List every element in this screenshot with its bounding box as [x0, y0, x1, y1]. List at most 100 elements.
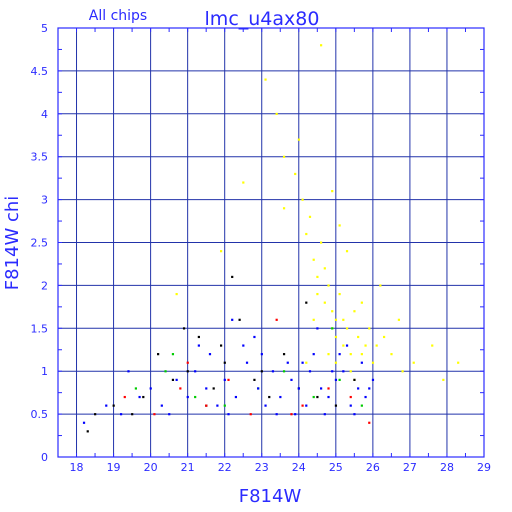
data-point [282, 370, 286, 373]
data-point [345, 344, 349, 347]
data-point [227, 378, 230, 381]
data-point [353, 413, 356, 416]
data-point [271, 370, 275, 373]
plot-frame [57, 27, 485, 458]
data-point [216, 404, 219, 407]
data-point [345, 327, 349, 330]
x-tick-label: 24 [292, 461, 306, 474]
subtitle: All chips [89, 8, 147, 24]
data-point [227, 413, 230, 416]
x-tick-label: 25 [329, 461, 343, 474]
data-point [331, 327, 334, 330]
data-point [238, 318, 241, 321]
data-point [171, 378, 175, 381]
data-point [305, 404, 308, 407]
grid-lines [58, 27, 485, 458]
data-point [316, 327, 319, 330]
data-point [253, 335, 256, 339]
data-point [231, 275, 234, 279]
data-point [253, 378, 256, 381]
data-point [327, 284, 330, 287]
data-point [375, 344, 378, 347]
y-tick-label: 1.5 [31, 322, 49, 335]
data-point [442, 378, 445, 381]
y-tick-label: 3 [41, 194, 48, 207]
data-point [127, 370, 130, 373]
data-point [320, 241, 323, 244]
x-tick-label: 19 [107, 461, 121, 474]
data-point [219, 344, 223, 347]
data-point [179, 387, 182, 390]
x-tick-label: 29 [477, 461, 491, 474]
data-point [368, 327, 371, 330]
data-point [282, 207, 286, 210]
x-tick-label: 21 [181, 461, 195, 474]
data-point [171, 353, 175, 356]
data-point [223, 404, 226, 407]
data-point [168, 413, 171, 416]
data-point [342, 344, 345, 347]
data-point [345, 250, 349, 253]
data-point [105, 404, 108, 407]
data-point [316, 292, 319, 296]
data-point [368, 387, 371, 390]
data-point [308, 370, 312, 373]
data-point [231, 318, 234, 321]
data-point [379, 284, 382, 287]
data-point [349, 395, 352, 399]
data-point [223, 361, 226, 364]
data-point [205, 404, 208, 407]
data-point [397, 318, 400, 321]
data-point [186, 370, 189, 373]
data-point [123, 395, 126, 399]
data-point [294, 413, 297, 416]
data-point [353, 378, 356, 381]
data-point [364, 344, 367, 347]
x-tick-label: 27 [403, 461, 417, 474]
data-point [349, 404, 352, 407]
data-point [242, 344, 245, 347]
y-tick-label: 2 [41, 279, 48, 292]
data-point [286, 361, 289, 364]
data-point [175, 292, 178, 296]
data-point [364, 395, 367, 399]
x-tick-label: 28 [440, 461, 454, 474]
data-point [312, 395, 315, 399]
data-point [301, 404, 304, 407]
data-point [119, 413, 123, 416]
data-point [157, 353, 160, 356]
data-point [197, 335, 200, 339]
data-point [342, 370, 345, 373]
data-point [282, 353, 286, 356]
data-point [353, 310, 356, 313]
data-point [371, 361, 375, 364]
data-point [349, 353, 352, 356]
data-point [357, 387, 360, 390]
data-point [234, 395, 238, 399]
data-point [301, 361, 304, 364]
data-point [305, 361, 308, 364]
data-point [197, 344, 200, 347]
data-point [360, 361, 363, 364]
data-point [208, 353, 212, 356]
data-point [316, 395, 319, 399]
x-axis-label: F814W [239, 486, 302, 507]
data-point [264, 78, 267, 81]
data-point [327, 387, 330, 390]
data-point [279, 395, 282, 399]
data-point [349, 370, 352, 373]
x-tick-label: 20 [144, 461, 158, 474]
data-point [312, 258, 315, 261]
data-point [186, 395, 189, 399]
data-point [194, 370, 197, 373]
data-point [320, 44, 323, 47]
y-tick-label: 4.5 [31, 65, 49, 78]
data-point [412, 361, 415, 364]
data-point [257, 387, 260, 390]
data-point [268, 395, 271, 399]
data-point [275, 413, 278, 416]
y-tick-label: 0.5 [31, 408, 49, 421]
data-point [205, 387, 208, 390]
data-point [457, 361, 460, 364]
data-points [82, 44, 460, 433]
